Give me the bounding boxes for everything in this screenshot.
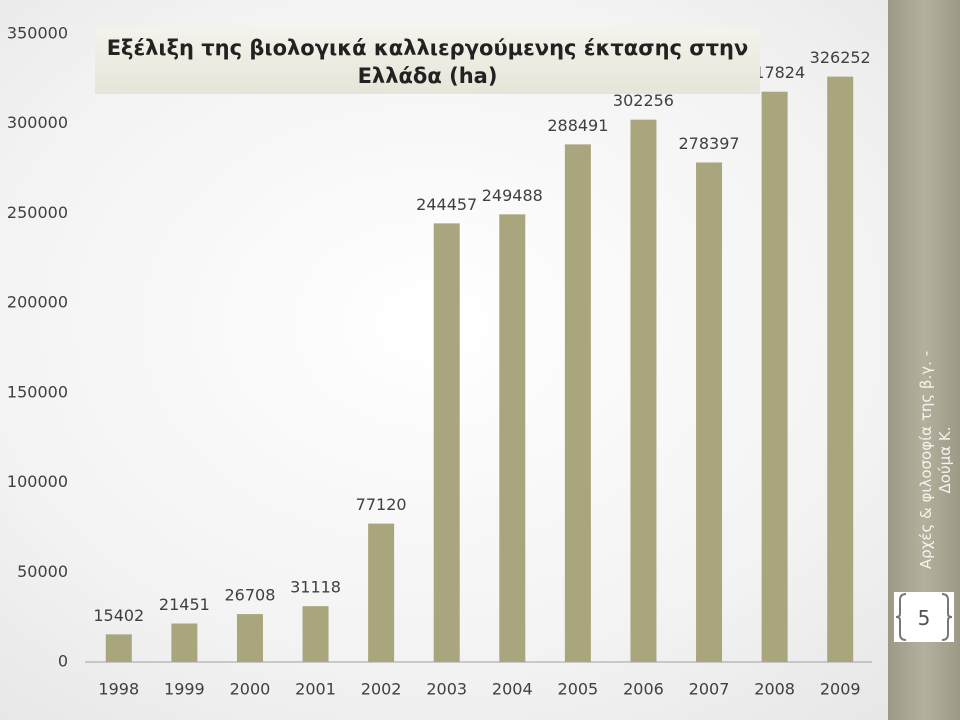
x-tick-label: 2004 bbox=[492, 680, 533, 699]
bar bbox=[564, 144, 591, 662]
x-tick-label: 2007 bbox=[689, 680, 730, 699]
x-tick-label: 2001 bbox=[295, 680, 336, 699]
brace-left bbox=[895, 593, 907, 641]
bar bbox=[761, 91, 788, 663]
page-number-frame bbox=[894, 592, 954, 642]
data-label: 326252 bbox=[810, 48, 871, 67]
x-tick-label: 1999 bbox=[164, 680, 205, 699]
footer: Αρχές & φιλοσοφία της β.γ. - Δούμα Κ. bbox=[917, 351, 955, 569]
bar bbox=[696, 162, 723, 662]
page-number-box bbox=[894, 592, 954, 642]
x-tick-label: 2002 bbox=[361, 680, 402, 699]
bar bbox=[499, 214, 526, 663]
brace-right bbox=[941, 593, 953, 641]
y-tick-label: 0 bbox=[58, 652, 68, 671]
x-tick-label: 1998 bbox=[98, 680, 139, 699]
data-label: 77120 bbox=[356, 495, 407, 514]
y-tick-label: 150000 bbox=[7, 382, 68, 401]
side-panel bbox=[888, 0, 960, 720]
bar bbox=[827, 76, 854, 662]
y-tick-label: 350000 bbox=[7, 24, 68, 43]
y-tick-label: 300000 bbox=[7, 113, 68, 132]
page-number: 5 bbox=[917, 606, 931, 630]
x-tick-label: 2000 bbox=[230, 680, 271, 699]
data-label: 244457 bbox=[416, 195, 477, 214]
bar bbox=[368, 523, 395, 662]
footer-line: Αρχές & φιλοσοφία της β.γ. - bbox=[917, 350, 935, 570]
y-tick-label: 250000 bbox=[7, 203, 68, 222]
bar bbox=[630, 119, 657, 662]
y-tick-label: 50000 bbox=[17, 562, 68, 581]
data-label: 302256 bbox=[613, 91, 674, 110]
bar bbox=[171, 623, 198, 662]
x-tick-label: 2006 bbox=[623, 680, 664, 699]
data-label: 21451 bbox=[159, 595, 210, 614]
x-tick-label: 2005 bbox=[558, 680, 599, 699]
chart-title: Εξέλιξη της βιολογικά καλλιεργούμενης έκ… bbox=[95, 28, 760, 94]
data-label: 249488 bbox=[482, 186, 543, 205]
bar bbox=[105, 634, 132, 662]
data-label: 288491 bbox=[547, 116, 608, 135]
data-label: 26708 bbox=[225, 586, 276, 605]
data-label: 15402 bbox=[93, 606, 144, 625]
y-tick-label: 100000 bbox=[7, 472, 68, 491]
x-tick-label: 2009 bbox=[820, 680, 861, 699]
data-label: 31118 bbox=[290, 578, 341, 597]
bar bbox=[302, 606, 329, 662]
y-tick-label: 200000 bbox=[7, 293, 68, 312]
data-label: 278397 bbox=[679, 134, 740, 153]
x-tick-label: 2008 bbox=[754, 680, 795, 699]
bar bbox=[236, 614, 263, 662]
footer-line: Δούμα Κ. bbox=[936, 426, 954, 494]
x-tick-label: 2003 bbox=[426, 680, 467, 699]
bar bbox=[433, 223, 460, 662]
